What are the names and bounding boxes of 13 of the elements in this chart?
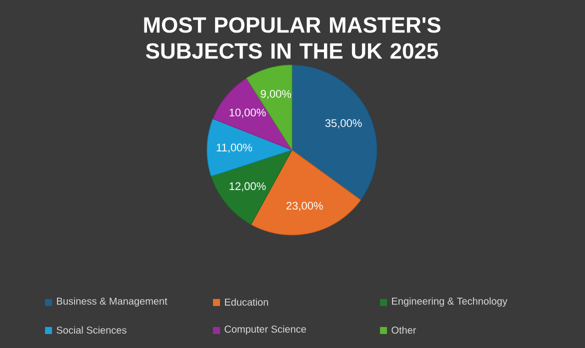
legend-label: Social Sciences [56, 326, 126, 334]
legend-label: Business & Management [57, 297, 168, 307]
legend-label: Other [392, 326, 416, 334]
data-label: 35,00% [325, 119, 362, 128]
legend-label: Engineering & Technology [392, 297, 508, 307]
data-label: 9,00% [260, 90, 292, 100]
legend-label: Education [225, 298, 268, 306]
data-label: 12,00% [230, 182, 266, 192]
legend-label: Computer Science [224, 325, 306, 335]
data-label: 10,00% [230, 108, 266, 118]
data-label: 23,00% [286, 202, 323, 211]
chart-title: MOST POPULAR MASTER'S SUBJECTS IN THE UK 2025 [144, 17, 440, 59]
data-label: 11,00% [216, 144, 252, 153]
